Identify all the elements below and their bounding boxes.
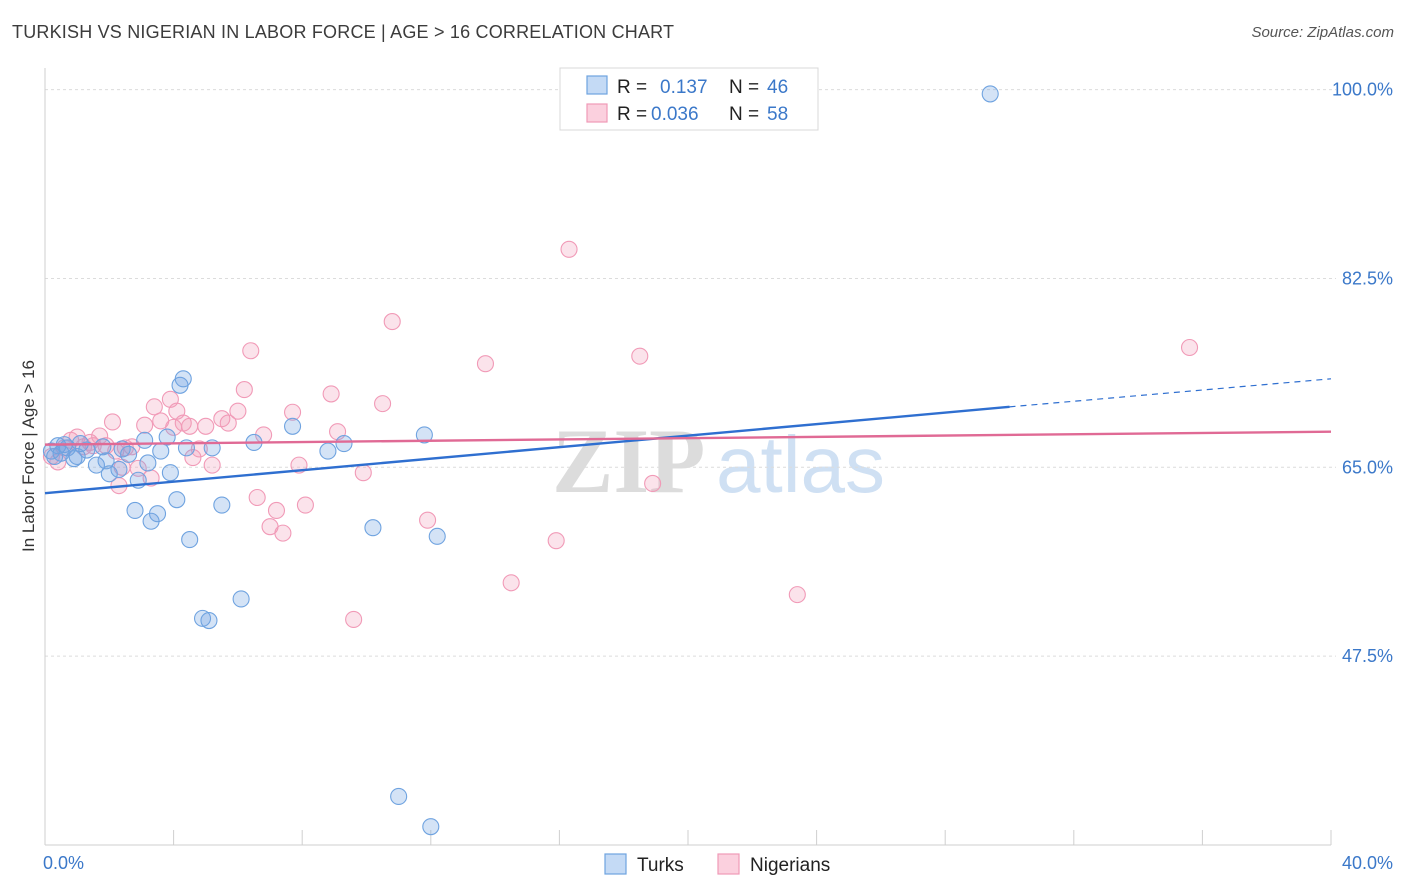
turks-point-12 xyxy=(100,465,118,483)
turks-r-label: R = xyxy=(617,77,647,98)
turks-point-44 xyxy=(981,85,999,103)
nigerians-point-31 xyxy=(235,381,253,399)
turks-point-19 xyxy=(139,454,157,472)
turks-point-40 xyxy=(390,787,408,805)
nigerians-point-50 xyxy=(547,532,565,550)
nigerians-point-33 xyxy=(248,488,266,507)
nigerians-point-41 xyxy=(322,385,340,403)
nigerians-trend-line xyxy=(44,430,1332,446)
turks-point-27 xyxy=(174,370,192,388)
nigerians-point-46 xyxy=(383,313,401,331)
nigerians-point-30 xyxy=(229,402,247,420)
turks-point-36 xyxy=(284,417,302,435)
turks-point-21 xyxy=(148,505,167,523)
turks-point-11 xyxy=(97,452,115,470)
nigerians-point-23 xyxy=(181,417,199,435)
trend-lines xyxy=(44,378,1332,495)
turks-point-41 xyxy=(415,426,433,444)
nigerians-point-15 xyxy=(136,416,154,434)
legend-turks-label: Turks xyxy=(637,855,684,876)
y-tick-label-0: 100.0% xyxy=(1332,80,1393,100)
y-axis-label: In Labor Force | Age > 16 xyxy=(19,360,38,552)
chart-title: TURKISH VS NIGERIAN IN LABOR FORCE | AGE… xyxy=(12,22,675,42)
turks-trend-extension xyxy=(1009,378,1332,408)
watermark-atlas: atlas xyxy=(716,420,885,509)
x-ticks xyxy=(44,830,1332,845)
nigerians-swatch xyxy=(586,103,608,123)
nigerians-point-44 xyxy=(354,464,372,482)
turks-point-29 xyxy=(181,531,199,549)
nigerians-point-36 xyxy=(267,501,286,520)
nigerians-point-14 xyxy=(129,459,147,477)
nigerians-point-55 xyxy=(1180,338,1199,357)
turks-point-9 xyxy=(87,456,105,474)
turks-point-25 xyxy=(168,491,186,509)
chart-source: Source: ZipAtlas.com xyxy=(1251,24,1394,41)
nigerians-point-51 xyxy=(560,240,578,258)
y-tick-label-1: 82.5% xyxy=(1342,268,1393,288)
x-tick-labels: 0.0% 40.0% xyxy=(43,853,1393,873)
turks-point-8 xyxy=(78,441,96,459)
legend-nigerians-swatch xyxy=(717,853,740,875)
nigerians-point-38 xyxy=(284,403,302,421)
nigerians-point-37 xyxy=(274,524,292,542)
turks-point-13 xyxy=(110,460,128,479)
stats-legend: R = 0.137 N = 46 R = 0.036 N = 58 xyxy=(559,67,819,131)
nigerians-point-40 xyxy=(296,496,314,514)
nigerians-point-52 xyxy=(631,347,649,365)
turks-point-42 xyxy=(422,818,440,836)
turks-n-label: N = xyxy=(729,77,759,98)
x-tick-label-0: 0.0% xyxy=(43,853,84,873)
legend-nigerians-label: Nigerians xyxy=(750,855,830,876)
turks-point-24 xyxy=(161,464,179,482)
nigerians-point-48 xyxy=(476,355,495,373)
nigerians-point-9 xyxy=(103,413,122,431)
series-legend: Turks Nigerians xyxy=(604,853,830,876)
nigerians-point-25 xyxy=(190,440,208,458)
turks-point-38 xyxy=(335,434,353,453)
turks-point-31 xyxy=(200,611,218,630)
y-tick-labels: 100.0% 82.5% 65.0% 47.5% xyxy=(1332,80,1393,667)
nigerians-point-47 xyxy=(419,511,437,529)
y-tick-label-2: 65.0% xyxy=(1342,457,1393,477)
y-tick-label-3: 47.5% xyxy=(1342,646,1393,666)
turks-n-value: 46 xyxy=(767,77,788,98)
x-tick-label-1: 40.0% xyxy=(1342,853,1393,873)
turks-point-10 xyxy=(94,438,112,456)
turks-point-39 xyxy=(364,519,382,537)
turks-trend-line xyxy=(44,405,1010,495)
turks-swatch xyxy=(586,75,608,95)
turks-point-43 xyxy=(428,527,446,545)
nigerians-n-label: N = xyxy=(729,104,759,125)
nigerians-point-27 xyxy=(203,456,221,474)
turks-point-15 xyxy=(120,445,138,463)
turks-point-6 xyxy=(65,450,83,468)
nigerians-r-value: 0.036 xyxy=(651,104,699,125)
legend-turks-swatch xyxy=(604,853,627,875)
turks-point-33 xyxy=(213,496,231,514)
turks-point-18 xyxy=(136,431,154,449)
turks-point-45 xyxy=(68,447,86,466)
nigerians-point-29 xyxy=(219,414,237,432)
turks-point-37 xyxy=(319,442,337,460)
nigerians-point-54 xyxy=(788,586,806,604)
nigerians-point-53 xyxy=(644,474,662,493)
nigerians-point-45 xyxy=(374,395,392,413)
nigerians-point-43 xyxy=(345,610,363,629)
nigerians-point-17 xyxy=(145,398,163,416)
turks-point-34 xyxy=(232,590,250,608)
nigerians-point-49 xyxy=(502,574,520,592)
grid-lines xyxy=(45,89,1336,657)
nigerians-point-32 xyxy=(242,342,260,360)
watermark-zip: ZIP xyxy=(552,410,705,512)
nigerians-point-24 xyxy=(184,449,202,467)
turks-point-23 xyxy=(158,428,176,446)
nigerians-r-label: R = xyxy=(617,104,647,125)
turks-r-value: 0.137 xyxy=(660,77,708,98)
turks-point-30 xyxy=(193,609,212,627)
nigerians-n-value: 58 xyxy=(767,104,788,125)
nigerians-point-26 xyxy=(197,417,215,435)
turks-point-16 xyxy=(126,501,144,520)
